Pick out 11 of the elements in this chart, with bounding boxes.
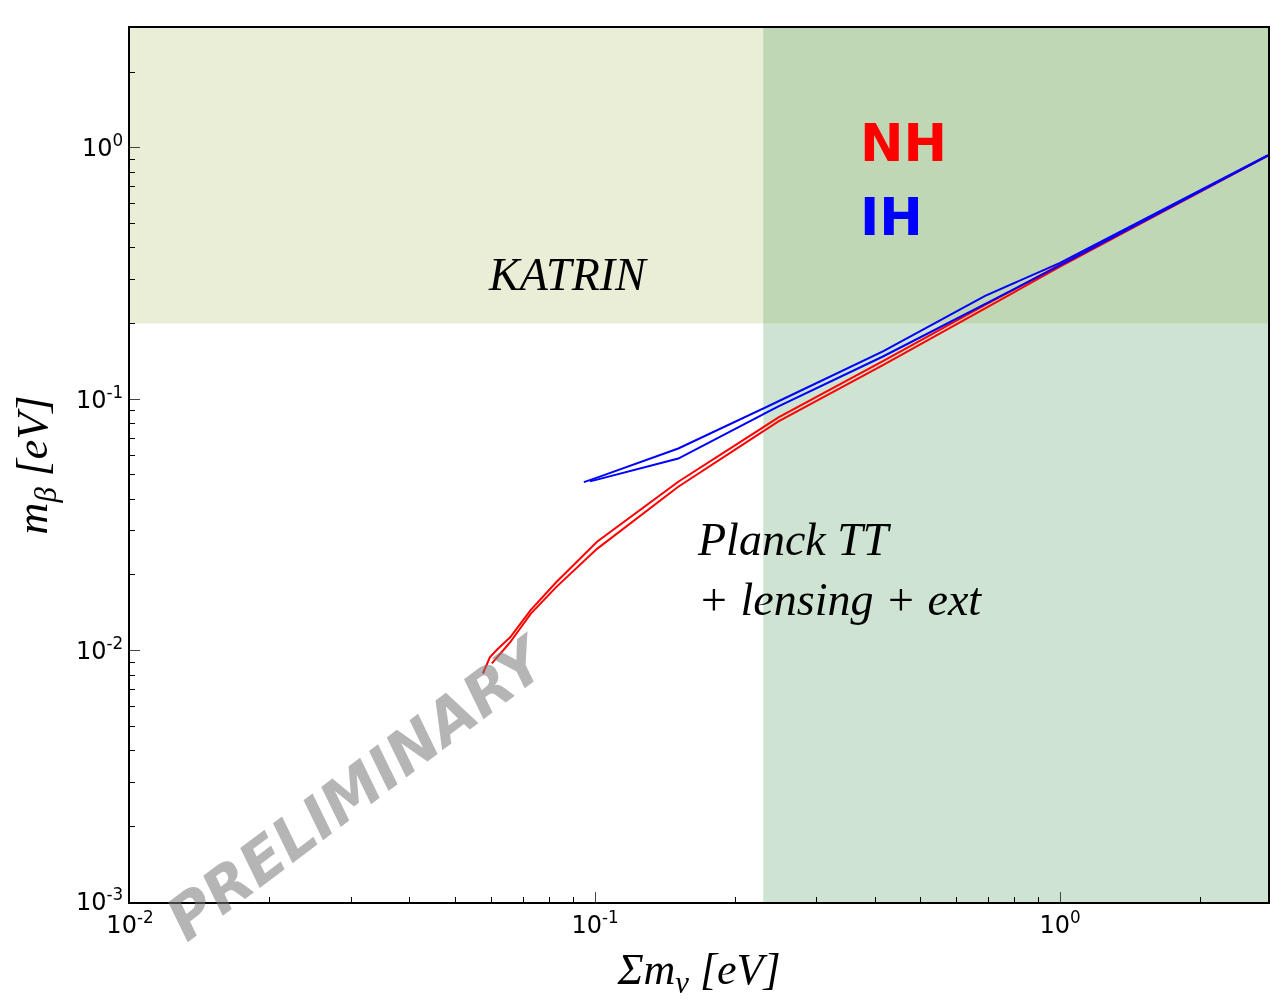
series-label: IH [860,187,923,247]
x-tick-label: 10$^{-2}$ [106,906,154,939]
text: NH [860,113,948,173]
y-tick-label: 10$^{-1}$ [75,381,124,414]
x-axis-title: Σm$_{ν}$ [eV] [616,944,781,1000]
x-tick-label: 10$^{-1}$ [571,906,619,939]
y-tick-label: 10$^{-2}$ [75,632,124,666]
band-label: KATRIN [488,249,649,300]
y-tick-label: 10$^{0}$ [81,130,124,163]
band-label: Planck TT + lensing + ext [697,514,983,625]
x-tick-label: 10$^{0}$ [1039,906,1081,939]
